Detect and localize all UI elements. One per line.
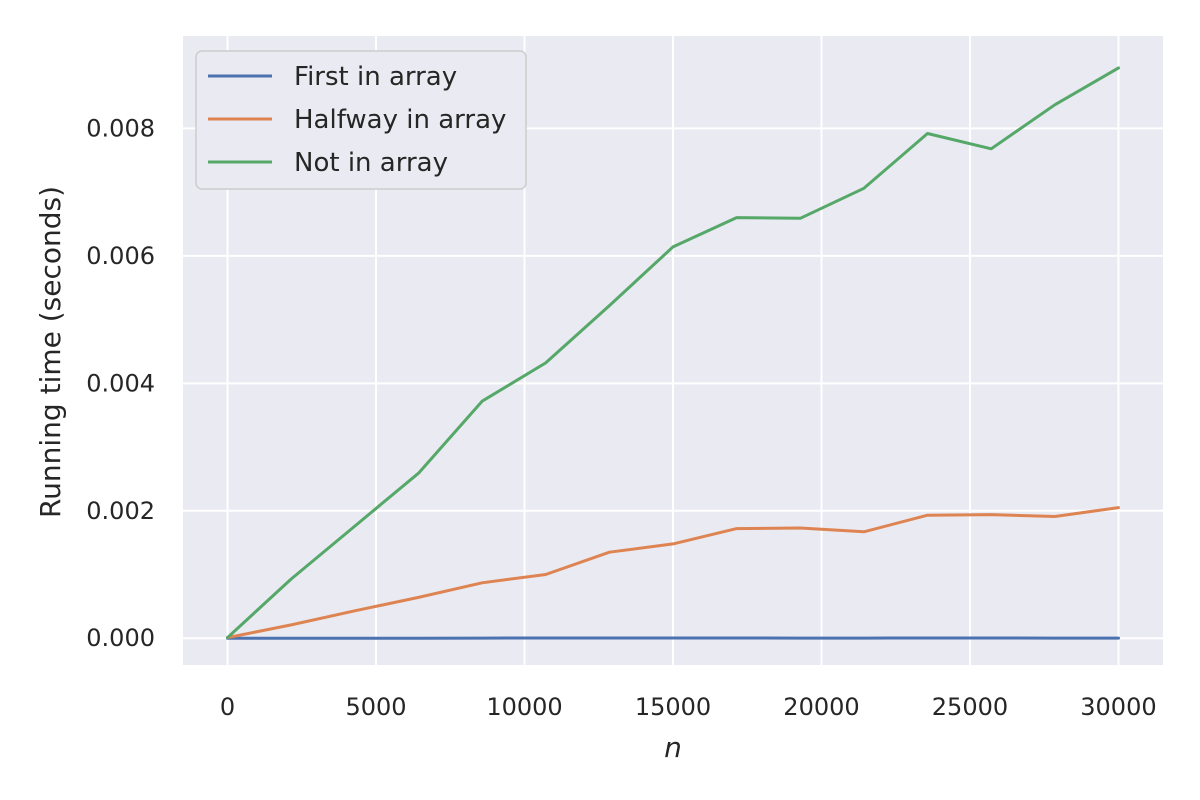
- y-tick-label: 0.002: [86, 497, 155, 525]
- legend-label: First in array: [294, 62, 457, 92]
- x-tick-label: 0: [220, 693, 235, 721]
- x-tick-labels: 0 5000 10000 15000 20000 25000 30000: [220, 693, 1157, 721]
- legend-label: Halfway in array: [294, 105, 506, 135]
- x-tick-label: 5000: [345, 693, 406, 721]
- y-tick-label: 0.004: [86, 369, 155, 397]
- y-axis-label: Running time (seconds): [34, 186, 67, 518]
- legend: First in array Halfway in array Not in arr…: [195, 50, 527, 190]
- series-line: [226, 66, 1120, 640]
- y-tick-label: 0.008: [86, 114, 155, 142]
- x-tick-label: 30000: [1080, 693, 1156, 721]
- legend-box: [195, 50, 527, 190]
- x-tick-label: 10000: [486, 693, 562, 721]
- y-tick-labels: 0.000 0.002 0.004 0.006 0.008: [86, 114, 155, 652]
- legend-label: Not in array: [294, 148, 448, 178]
- series-lines: [226, 66, 1120, 640]
- x-tick-label: 20000: [783, 693, 859, 721]
- y-tick-label: 0.000: [86, 624, 155, 652]
- x-tick-label: 15000: [635, 693, 711, 721]
- x-tick-label: 25000: [932, 693, 1008, 721]
- series-line: [226, 506, 1120, 640]
- x-axis-label: n: [664, 731, 682, 764]
- y-tick-label: 0.006: [86, 242, 155, 270]
